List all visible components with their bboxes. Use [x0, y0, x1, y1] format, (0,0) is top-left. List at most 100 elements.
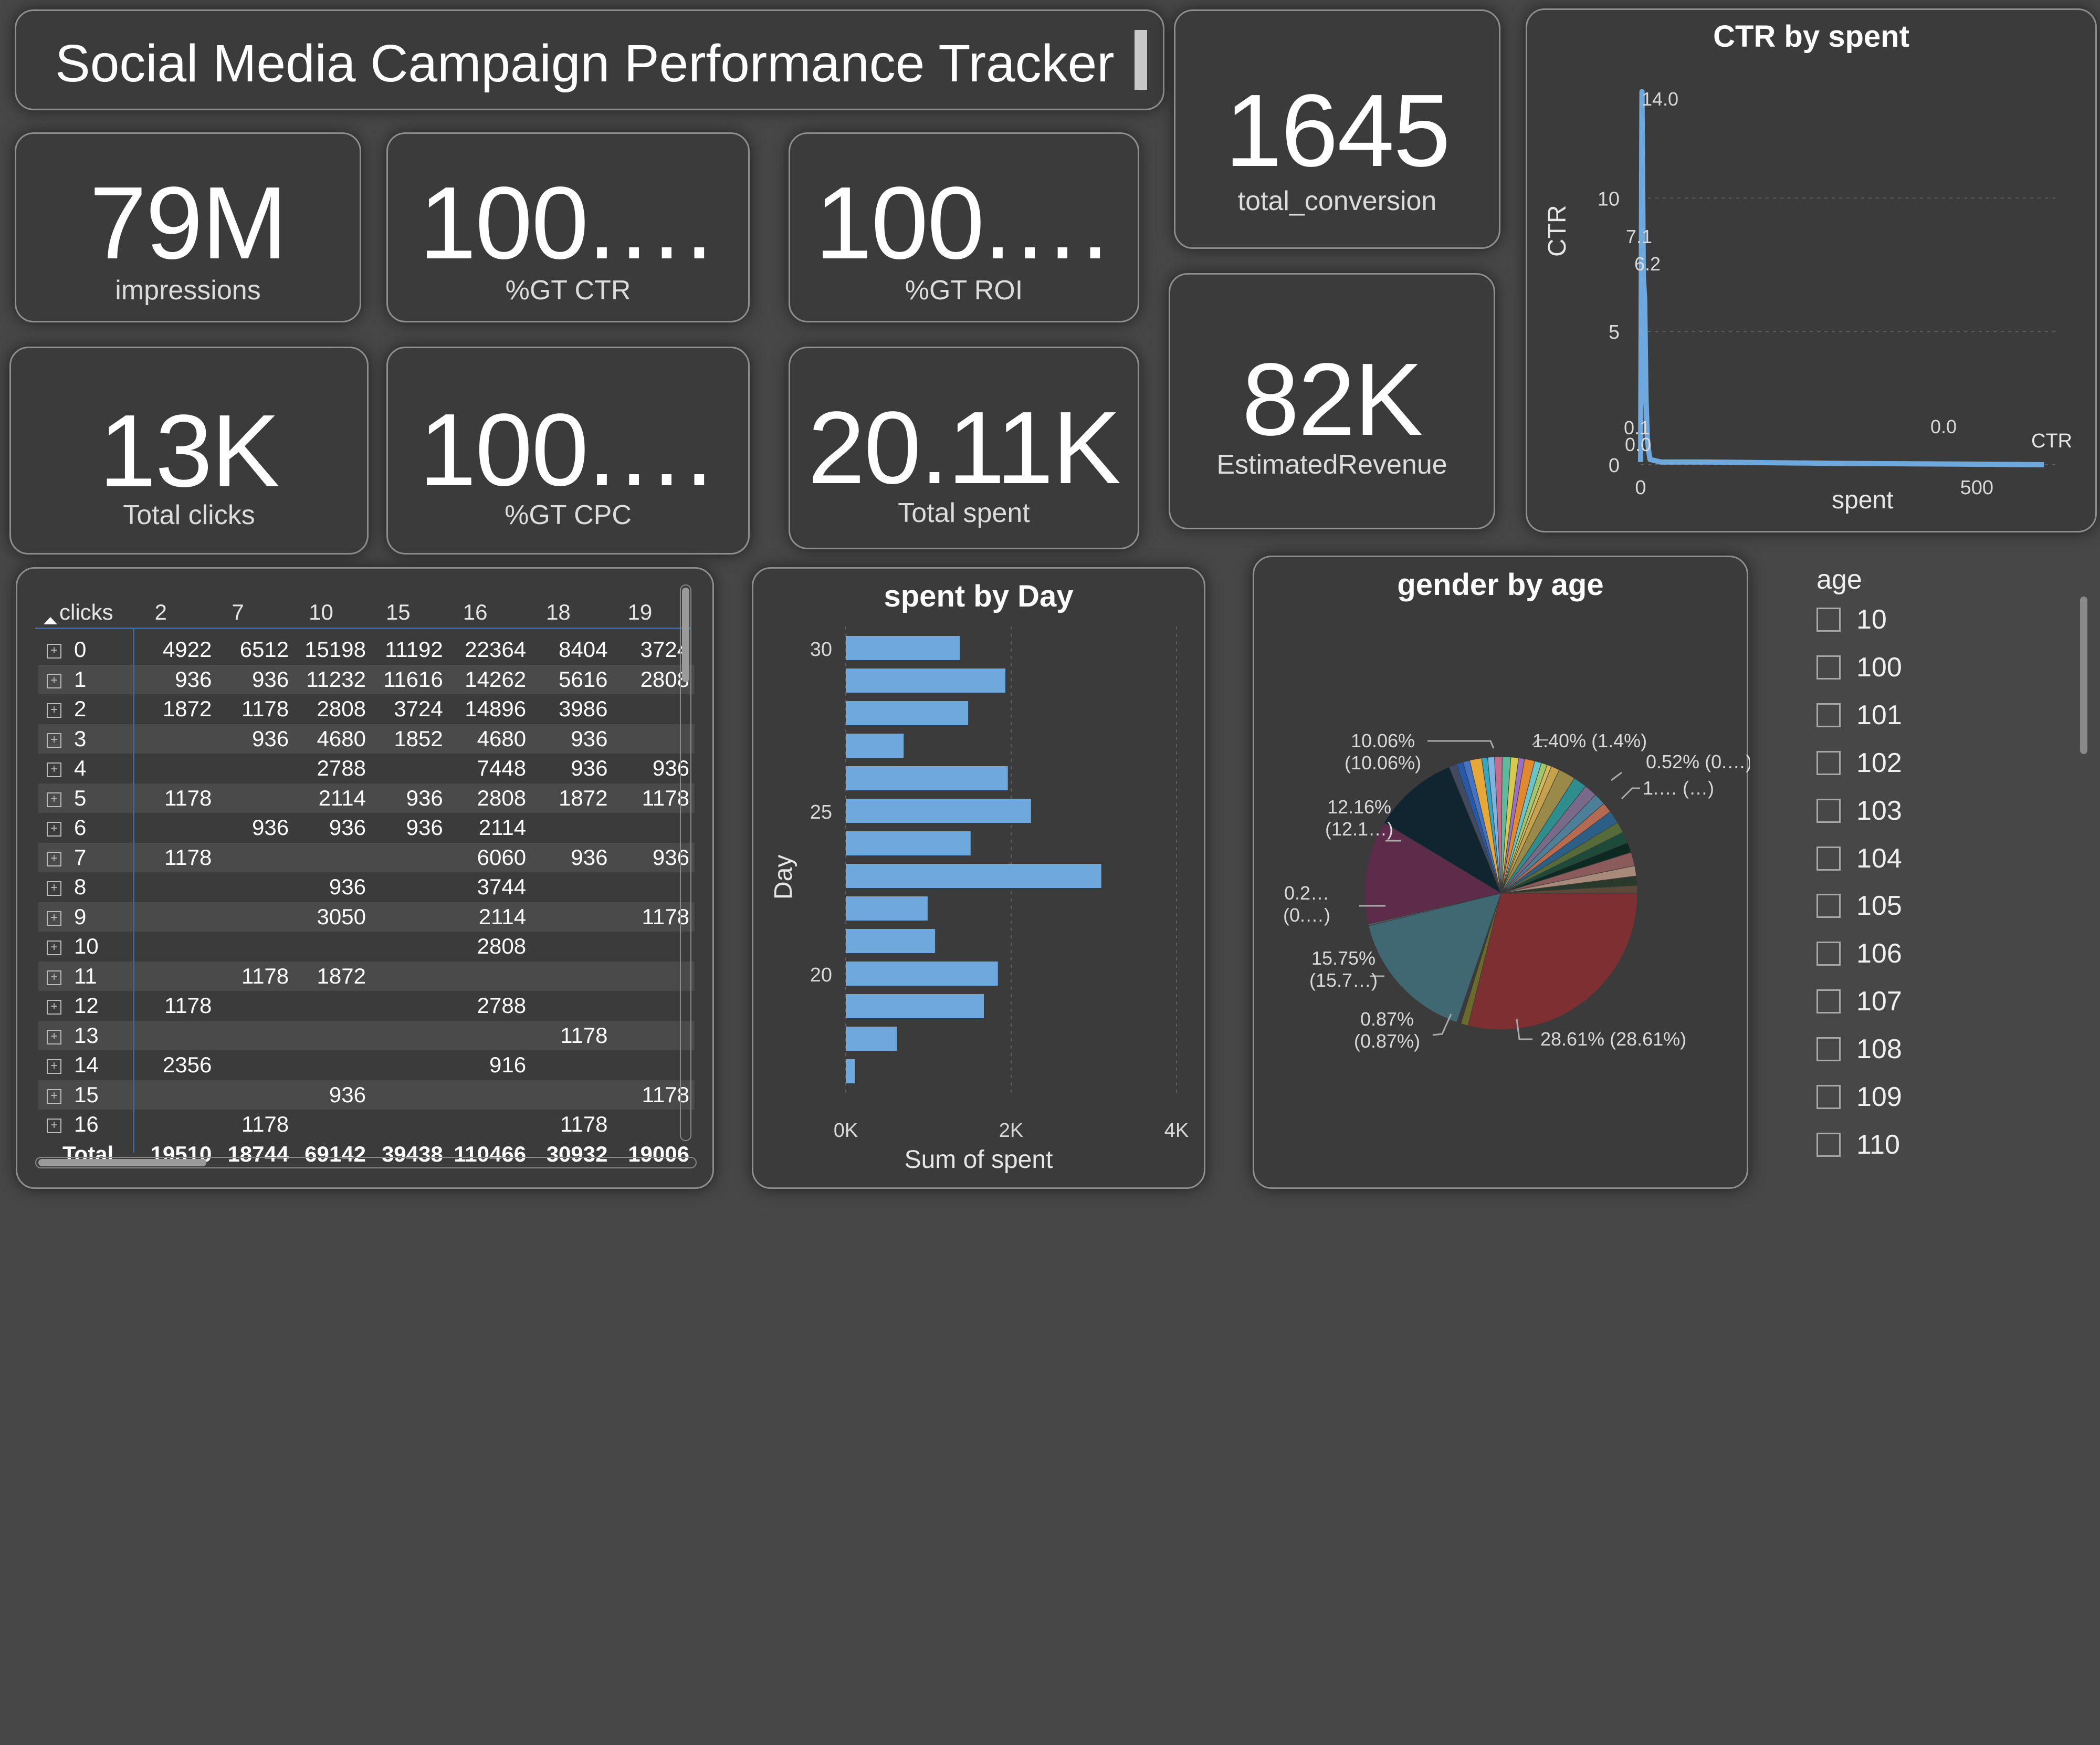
pie-slice[interactable] [1383, 766, 1502, 894]
table-row[interactable]: +16 1178 1178 [38, 1110, 695, 1140]
bar[interactable] [846, 734, 904, 758]
table-row[interactable]: +2 1872 1178 2808 3724 14896 3986 [38, 694, 695, 724]
checkbox[interactable] [1816, 942, 1841, 966]
checkbox[interactable] [1816, 1133, 1841, 1157]
table-row[interactable]: +4 2788 7448 936 936 [38, 754, 695, 783]
kpi-card-total-spent[interactable]: 20.11K Total spent [789, 347, 1139, 549]
horizontal-scrollbar[interactable] [35, 1157, 697, 1168]
matrix-row-header[interactable]: clicks [59, 600, 113, 624]
table-row[interactable]: +12 1178 2788 [38, 991, 695, 1021]
checkbox[interactable] [1816, 894, 1841, 918]
spent-by-day-chart-card[interactable]: spent by Day 20 25 30 0K 2K 4K Day Sum of spe… [752, 567, 1205, 1189]
kpi-card-total-conversion[interactable]: 1645 total_conversion [1174, 9, 1500, 249]
expand-icon[interactable]: + [47, 1000, 61, 1015]
matrix-col-header[interactable]: 7 [232, 600, 244, 624]
clicks-matrix-card[interactable]: clicks 2 7 10 15 16 18 19 +0 4922 6512 1519… [16, 567, 714, 1189]
kpi-card-gt-roi[interactable]: 100.… %GT ROI [789, 132, 1139, 322]
matrix-col-header[interactable]: 15 [385, 600, 411, 624]
expand-icon[interactable]: + [47, 941, 61, 956]
sort-arrow-icon[interactable] [44, 617, 57, 624]
expand-icon[interactable]: + [47, 881, 61, 896]
expand-icon[interactable]: + [47, 1089, 61, 1104]
bar[interactable] [846, 799, 1031, 823]
slicer-item[interactable]: 102 [1816, 747, 1902, 779]
slicer-item[interactable]: 101 [1816, 699, 1902, 731]
kpi-card-estimated-revenue[interactable]: 82K EstimatedRevenue [1169, 273, 1495, 529]
expand-icon[interactable]: + [47, 762, 61, 778]
gender-by-age-chart-card[interactable]: gender by age 10.06% (10.06%) 1.40% (1.4%)… [1253, 556, 1750, 1189]
checkbox[interactable] [1816, 847, 1841, 871]
expand-icon[interactable]: + [47, 1029, 61, 1044]
bar[interactable] [846, 1059, 855, 1083]
checkbox[interactable] [1816, 703, 1841, 727]
slicer-item[interactable]: 104 [1816, 843, 1902, 874]
expand-icon[interactable]: + [47, 733, 61, 748]
expand-icon[interactable]: + [47, 644, 61, 659]
bar[interactable] [846, 962, 998, 986]
ctr-by-spent-chart-card[interactable]: CTR by spent 0 5 10 0 500 14.0 7.1 6.2 0.1 0.0 0.… [1526, 8, 2097, 532]
slicer-item[interactable]: 105 [1816, 890, 1902, 922]
expand-icon[interactable]: + [47, 673, 61, 688]
table-row[interactable]: +1 936 936 11232 11616 14262 5616 2808 [38, 664, 695, 694]
table-row[interactable]: +5 1178 2114 936 2808 1872 1178 [38, 783, 695, 813]
slicer-item[interactable]: 10 [1816, 604, 1887, 635]
matrix-col-header[interactable]: 10 [309, 600, 333, 624]
expand-icon[interactable]: + [47, 703, 61, 718]
kpi-card-total-clicks[interactable]: 13K Total clicks [9, 347, 369, 555]
expand-icon[interactable]: + [47, 792, 61, 807]
pie-slice[interactable] [1467, 893, 1638, 1030]
checkbox[interactable] [1816, 799, 1841, 823]
pie-slice[interactable] [1500, 885, 1638, 894]
table-row[interactable]: +8 936 3744 [38, 872, 695, 902]
bar[interactable] [846, 929, 936, 953]
bar[interactable] [846, 1027, 897, 1051]
vertical-scrollbar-thumb[interactable] [682, 588, 689, 682]
kpi-card-gt-ctr[interactable]: 100.… %GT CTR [386, 132, 750, 322]
bar[interactable] [846, 896, 928, 921]
table-row[interactable]: +6 936 936 936 2114 [38, 813, 695, 843]
pie-slice[interactable] [1364, 822, 1502, 925]
bar[interactable] [846, 766, 1008, 790]
table-row[interactable]: +15 936 1178 [38, 1080, 695, 1110]
slicer-item[interactable]: 106 [1816, 938, 1902, 969]
bar[interactable] [846, 701, 969, 725]
kpi-card-impressions[interactable]: 79M impressions [15, 132, 361, 322]
vertical-scrollbar[interactable] [680, 584, 691, 1141]
expand-icon[interactable]: + [47, 970, 61, 985]
checkbox[interactable] [1816, 751, 1841, 775]
bar[interactable] [846, 864, 1101, 888]
checkbox[interactable] [1816, 608, 1841, 632]
table-row[interactable]: +14 2356 916 [38, 1050, 695, 1080]
horizontal-scrollbar-thumb[interactable] [38, 1159, 206, 1166]
checkbox[interactable] [1816, 1037, 1841, 1061]
expand-icon[interactable]: + [47, 1119, 61, 1134]
kpi-card-gt-cpc[interactable]: 100.… %GT CPC [386, 347, 750, 555]
slicer-item[interactable]: 107 [1816, 986, 1902, 1017]
table-row[interactable]: +13 1178 [38, 1020, 695, 1050]
expand-icon[interactable]: + [47, 1059, 61, 1074]
table-row[interactable]: +0 4922 6512 15198 11192 22364 8404 3724 [38, 635, 695, 665]
table-row[interactable]: +7 1178 6060 936 936 [38, 842, 695, 872]
bar[interactable] [846, 668, 1005, 693]
table-row[interactable]: +10 2808 [38, 932, 695, 962]
slicer-item[interactable]: 108 [1816, 1033, 1902, 1065]
expand-icon[interactable]: + [47, 911, 61, 926]
pie-slice[interactable] [1368, 893, 1502, 1023]
slicer-item[interactable]: 103 [1816, 795, 1902, 827]
matrix-col-header[interactable]: 16 [463, 600, 488, 624]
matrix-col-header[interactable]: 2 [154, 600, 167, 624]
expand-icon[interactable]: + [47, 851, 61, 866]
matrix-col-header[interactable]: 19 [627, 600, 653, 624]
slicer-item[interactable]: 109 [1816, 1081, 1902, 1113]
checkbox[interactable] [1816, 655, 1841, 680]
table-row[interactable]: +3 936 4680 1852 4680 936 [38, 724, 695, 754]
slicer-item[interactable]: 100 [1816, 652, 1902, 683]
table-row[interactable]: +11 1178 1872 [38, 961, 695, 991]
bar[interactable] [846, 994, 984, 1018]
bar[interactable] [846, 636, 960, 660]
checkbox[interactable] [1816, 989, 1841, 1013]
slicer-item[interactable]: 110 [1816, 1129, 1900, 1161]
table-row[interactable]: +9 3050 2114 1178 [38, 902, 695, 932]
checkbox[interactable] [1816, 1085, 1841, 1109]
expand-icon[interactable]: + [47, 822, 61, 837]
